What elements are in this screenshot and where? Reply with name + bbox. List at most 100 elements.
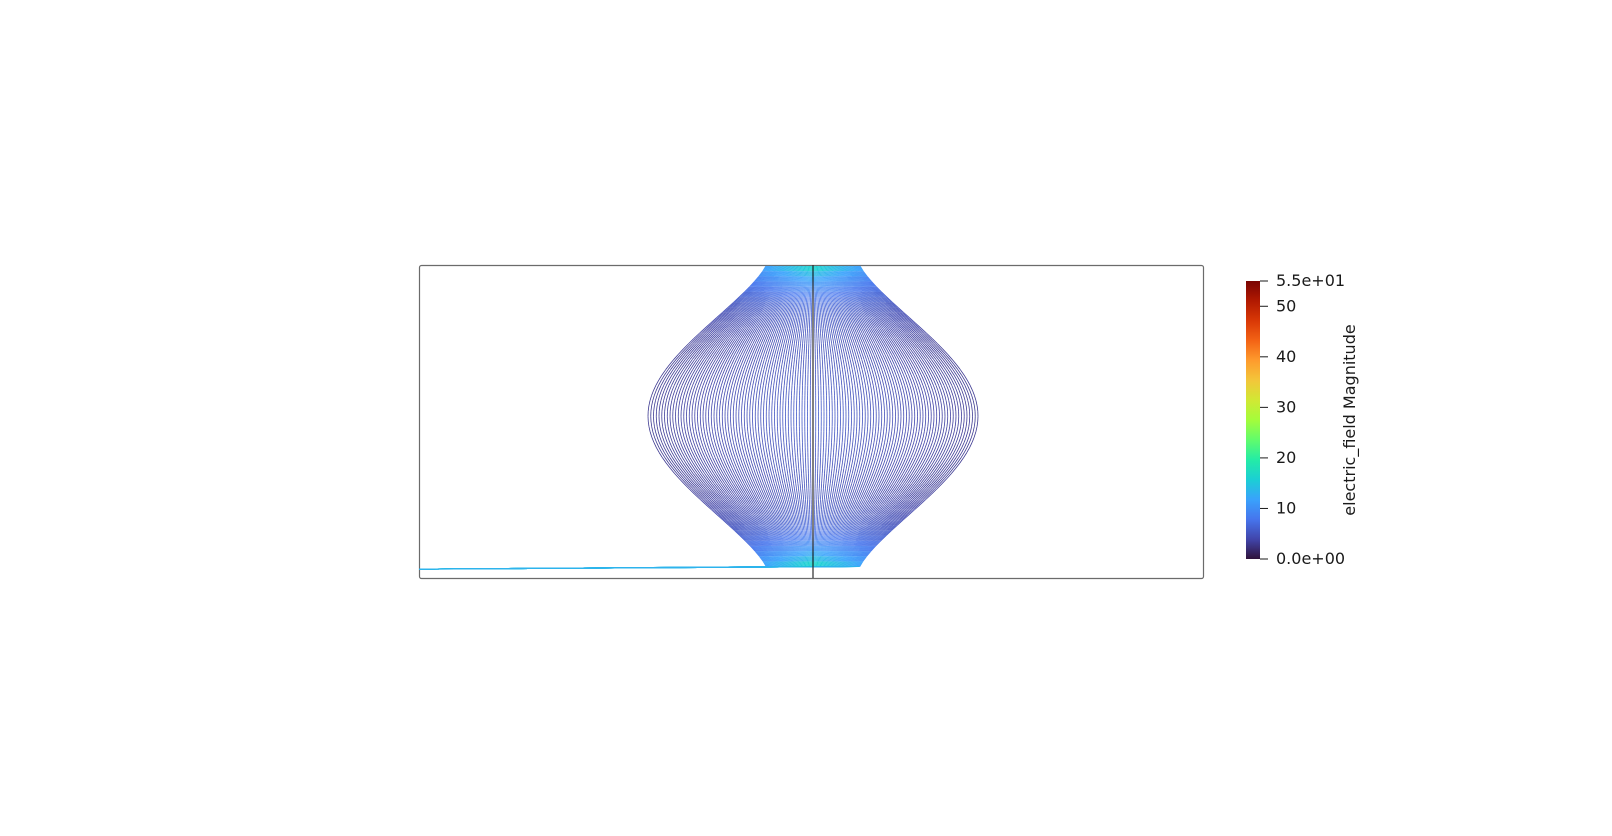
streamline-segment <box>915 442 917 447</box>
streamline-segment <box>749 468 751 473</box>
streamline-segment <box>745 396 746 401</box>
streamline-segment <box>878 473 880 478</box>
streamline-segment <box>825 323 826 328</box>
streamline-segment <box>919 437 920 442</box>
streamline-segment <box>831 318 832 323</box>
streamline-segment <box>888 380 889 385</box>
streamline-segment <box>782 447 783 452</box>
streamline-segment <box>735 463 737 468</box>
streamline-segment <box>784 479 785 484</box>
streamline-segment <box>858 473 860 478</box>
streamline-segment <box>748 323 751 328</box>
streamline-segment <box>872 447 873 452</box>
streamline-segment <box>764 463 765 468</box>
streamline-segment <box>709 401 710 406</box>
streamline-segment <box>851 494 853 499</box>
streamline-segment <box>746 479 748 484</box>
streamline-segment <box>794 328 795 333</box>
streamline-segment <box>906 463 909 468</box>
streamline-segment <box>773 390 774 395</box>
streamline-segment <box>712 370 714 375</box>
streamline-segment <box>838 504 839 509</box>
streamline-segment <box>871 468 873 473</box>
streamline-segment <box>845 489 846 494</box>
streamline-segment <box>847 328 849 333</box>
streamline-segment <box>846 447 847 452</box>
streamline-segment <box>838 375 839 380</box>
streamline-segment <box>860 385 861 390</box>
streamline-segment <box>836 313 837 318</box>
streamline-segment <box>861 344 863 349</box>
streamline-segment <box>841 349 842 354</box>
streamline-segment <box>836 494 837 499</box>
streamline-segment <box>839 349 840 354</box>
streamline-segment <box>734 359 736 364</box>
streamline-segment <box>803 287 804 292</box>
streamline-segment <box>805 266 806 271</box>
streamline-segment <box>777 499 779 504</box>
streamline-segment <box>767 339 769 344</box>
streamline-segment <box>756 359 758 364</box>
streamline-segment <box>857 339 859 344</box>
streamline-segment <box>806 287 807 292</box>
streamline-segment <box>754 375 755 380</box>
streamline-segment <box>832 463 833 468</box>
streamline-segment <box>860 515 863 520</box>
streamline-segment <box>830 520 831 525</box>
streamline-segment <box>908 401 909 406</box>
streamline-segment <box>800 504 801 509</box>
streamline-segment <box>798 520 799 525</box>
streamline-segment <box>797 515 798 520</box>
streamline-segment <box>875 479 877 484</box>
streamline-segment <box>829 468 830 473</box>
streamline-segment <box>801 307 802 312</box>
streamline-segment <box>820 292 821 297</box>
streamline-segment <box>825 530 826 535</box>
streamline-segment <box>885 359 887 364</box>
streamline-segment <box>799 323 800 328</box>
streamline-segment <box>880 380 881 385</box>
streamline-segment <box>770 494 772 499</box>
streamline-segment <box>876 359 878 364</box>
streamline-segment <box>765 390 766 395</box>
streamline-segment <box>858 437 859 442</box>
streamline-segment <box>788 328 789 333</box>
streamline-segment <box>875 364 877 369</box>
streamline-segment <box>914 390 915 395</box>
streamline-segment <box>889 468 891 473</box>
streamline-segment <box>777 494 779 499</box>
streamline-segment <box>740 432 741 437</box>
streamline-segment <box>709 447 711 452</box>
streamline-segment <box>795 323 796 328</box>
streamline-segment <box>797 354 798 359</box>
streamline-segment <box>830 302 831 307</box>
streamline-segment <box>885 447 886 452</box>
streamline-segment <box>797 504 798 509</box>
streamline-segment <box>726 396 727 401</box>
streamline-segment <box>785 344 786 349</box>
streamline-segment <box>922 401 923 406</box>
streamline-segment <box>871 473 873 478</box>
streamline-segment <box>878 354 880 359</box>
streamline-segment <box>737 468 739 473</box>
streamline-segment <box>779 442 780 447</box>
streamline-segment <box>739 385 740 390</box>
streamline-segment <box>805 297 806 302</box>
streamline-segment <box>756 447 757 452</box>
streamline-segment <box>885 437 886 442</box>
streamline-segment <box>763 458 764 463</box>
streamline-segment <box>839 318 841 323</box>
streamline-segment <box>758 447 759 452</box>
streamline-segment <box>829 302 830 307</box>
streamline-segment <box>899 442 900 447</box>
streamline-segment <box>727 468 730 473</box>
streamline-segment <box>798 328 799 333</box>
streamline-segment <box>737 463 739 468</box>
streamline-segment <box>849 339 851 344</box>
streamline-segment <box>730 333 734 338</box>
streamline-segment <box>748 359 750 364</box>
streamline-segment <box>869 437 870 442</box>
streamline-segment <box>736 401 737 406</box>
streamline-segment <box>839 323 840 328</box>
